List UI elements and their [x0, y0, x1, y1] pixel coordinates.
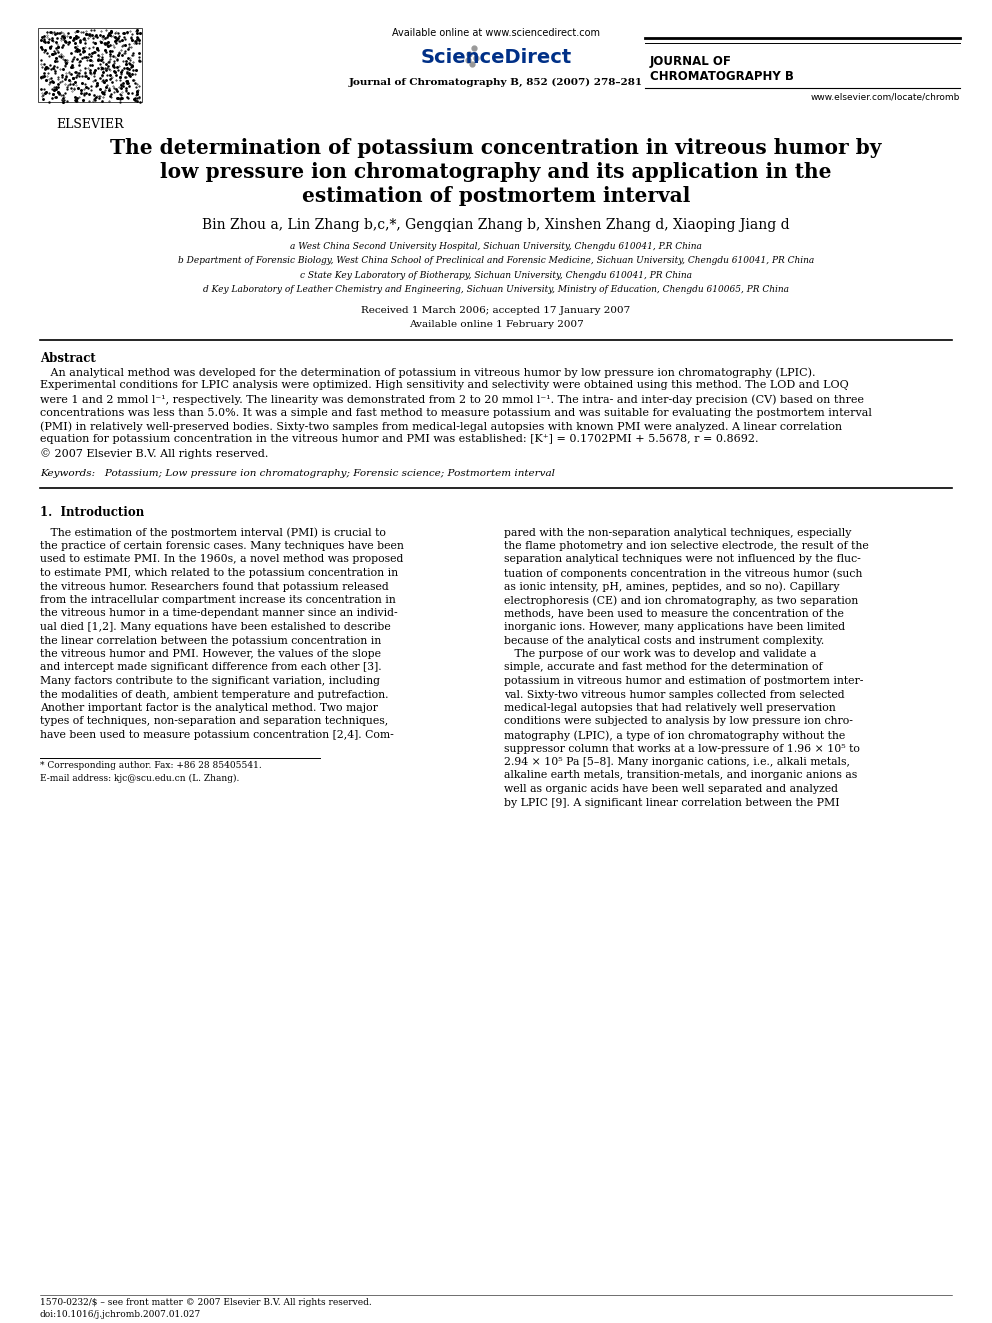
Text: * Corresponding author. Fax: +86 28 85405541.: * Corresponding author. Fax: +86 28 8540… — [40, 762, 262, 770]
Text: alkaline earth metals, transition-metals, and inorganic anions as: alkaline earth metals, transition-metals… — [504, 770, 857, 781]
Text: ual died [1,2]. Many equations have been estalished to describe: ual died [1,2]. Many equations have been… — [40, 622, 391, 632]
Text: concentrations was less than 5.0%. It was a simple and fast method to measure po: concentrations was less than 5.0%. It wa… — [40, 407, 872, 418]
Text: methods, have been used to measure the concentration of the: methods, have been used to measure the c… — [504, 609, 844, 618]
Text: d Key Laboratory of Leather Chemistry and Engineering, Sichuan University, Minis: d Key Laboratory of Leather Chemistry an… — [203, 284, 789, 294]
Text: Available online 1 February 2007: Available online 1 February 2007 — [409, 320, 583, 329]
Text: doi:10.1016/j.jchromb.2007.01.027: doi:10.1016/j.jchromb.2007.01.027 — [40, 1310, 201, 1319]
Text: to estimate PMI, which related to the potassium concentration in: to estimate PMI, which related to the po… — [40, 568, 398, 578]
Text: types of techniques, non-separation and separation techniques,: types of techniques, non-separation and … — [40, 717, 388, 726]
Text: ELSEVIER: ELSEVIER — [57, 118, 124, 131]
Text: have been used to measure potassium concentration [2,4]. Com-: have been used to measure potassium conc… — [40, 730, 394, 740]
Text: medical-legal autopsies that had relatively well preservation: medical-legal autopsies that had relativ… — [504, 703, 835, 713]
Text: used to estimate PMI. In the 1960s, a novel method was proposed: used to estimate PMI. In the 1960s, a no… — [40, 554, 404, 565]
Text: Journal of Chromatography B, 852 (2007) 278–281: Journal of Chromatography B, 852 (2007) … — [349, 78, 643, 87]
Text: suppressor column that works at a low-pressure of 1.96 × 10⁵ to: suppressor column that works at a low-pr… — [504, 744, 860, 754]
Text: the vitreous humor in a time-dependant manner since an individ-: the vitreous humor in a time-dependant m… — [40, 609, 398, 618]
Text: An analytical method was developed for the determination of potassium in vitreou: An analytical method was developed for t… — [40, 366, 815, 377]
Text: as ionic intensity, pH, amines, peptides, and so no). Capillary: as ionic intensity, pH, amines, peptides… — [504, 582, 839, 593]
Text: Available online at www.sciencedirect.com: Available online at www.sciencedirect.co… — [392, 28, 600, 38]
Text: ScienceDirect: ScienceDirect — [421, 48, 571, 67]
Text: conditions were subjected to analysis by low pressure ion chro-: conditions were subjected to analysis by… — [504, 717, 853, 726]
Text: 1.  Introduction: 1. Introduction — [40, 505, 144, 519]
Text: tuation of components concentration in the vitreous humor (such: tuation of components concentration in t… — [504, 568, 862, 578]
Text: inorganic ions. However, many applications have been limited: inorganic ions. However, many applicatio… — [504, 622, 845, 632]
Text: the modalities of death, ambient temperature and putrefaction.: the modalities of death, ambient tempera… — [40, 689, 389, 700]
Text: separation analytical techniques were not influenced by the fluc-: separation analytical techniques were no… — [504, 554, 861, 565]
Text: E-mail address: kjc@scu.edu.cn (L. Zhang).: E-mail address: kjc@scu.edu.cn (L. Zhang… — [40, 774, 239, 783]
Text: val. Sixty-two vitreous humor samples collected from selected: val. Sixty-two vitreous humor samples co… — [504, 689, 844, 700]
Text: c State Key Laboratory of Biotherapy, Sichuan University, Chengdu 610041, PR Chi: c State Key Laboratory of Biotherapy, Si… — [300, 271, 692, 280]
Text: the vitreous humor and PMI. However, the values of the slope: the vitreous humor and PMI. However, the… — [40, 650, 381, 659]
Text: potassium in vitreous humor and estimation of postmortem inter-: potassium in vitreous humor and estimati… — [504, 676, 863, 687]
Text: because of the analytical costs and instrument complexity.: because of the analytical costs and inst… — [504, 635, 824, 646]
Text: by LPIC [9]. A significant linear correlation between the PMI: by LPIC [9]. A significant linear correl… — [504, 798, 839, 807]
Text: Abstract: Abstract — [40, 352, 96, 365]
Text: 1570-0232/$ – see front matter © 2007 Elsevier B.V. All rights reserved.: 1570-0232/$ – see front matter © 2007 El… — [40, 1298, 372, 1307]
Text: simple, accurate and fast method for the determination of: simple, accurate and fast method for the… — [504, 663, 822, 672]
Text: Many factors contribute to the significant variation, including: Many factors contribute to the significa… — [40, 676, 380, 687]
Text: 2.94 × 10⁵ Pa [5–8]. Many inorganic cations, i.e., alkali metals,: 2.94 × 10⁵ Pa [5–8]. Many inorganic cati… — [504, 757, 850, 767]
Text: pared with the non-separation analytical techniques, especially: pared with the non-separation analytical… — [504, 528, 851, 537]
Text: from the intracellular compartment increase its concentration in: from the intracellular compartment incre… — [40, 595, 396, 605]
Text: The estimation of the postmortem interval (PMI) is crucial to: The estimation of the postmortem interva… — [40, 528, 386, 538]
Text: The determination of potassium concentration in vitreous humor by: The determination of potassium concentra… — [110, 138, 882, 157]
Text: b Department of Forensic Biology, West China School of Preclinical and Forensic : b Department of Forensic Biology, West C… — [178, 255, 814, 265]
Text: matography (LPIC), a type of ion chromatography without the: matography (LPIC), a type of ion chromat… — [504, 730, 845, 741]
Text: well as organic acids have been well separated and analyzed: well as organic acids have been well sep… — [504, 785, 838, 794]
Text: Experimental conditions for LPIC analysis were optimized. High sensitivity and s: Experimental conditions for LPIC analysi… — [40, 381, 849, 390]
Text: Keywords:   Potassium; Low pressure ion chromatography; Forensic science; Postmo: Keywords: Potassium; Low pressure ion ch… — [40, 470, 555, 479]
Text: a West China Second University Hospital, Sichuan University, Chengdu 610041, P.R: a West China Second University Hospital,… — [290, 242, 702, 251]
Text: estimation of postmortem interval: estimation of postmortem interval — [302, 187, 690, 206]
Text: electrophoresis (CE) and ion chromatography, as two separation: electrophoresis (CE) and ion chromatogra… — [504, 595, 858, 606]
Text: were 1 and 2 mmol l⁻¹, respectively. The linearity was demonstrated from 2 to 20: were 1 and 2 mmol l⁻¹, respectively. The… — [40, 394, 864, 405]
Text: CHROMATOGRAPHY B: CHROMATOGRAPHY B — [650, 70, 794, 83]
Text: JOURNAL OF: JOURNAL OF — [650, 56, 732, 67]
Text: © 2007 Elsevier B.V. All rights reserved.: © 2007 Elsevier B.V. All rights reserved… — [40, 448, 269, 459]
Text: equation for potassium concentration in the vitreous humor and PMI was establish: equation for potassium concentration in … — [40, 434, 759, 445]
Text: the vitreous humor. Researchers found that potassium released: the vitreous humor. Researchers found th… — [40, 582, 389, 591]
Text: Another important factor is the analytical method. Two major: Another important factor is the analytic… — [40, 703, 378, 713]
Text: (PMI) in relatively well-preserved bodies. Sixty-two samples from medical-legal : (PMI) in relatively well-preserved bodie… — [40, 421, 842, 431]
Text: and intercept made significant difference from each other [3].: and intercept made significant differenc… — [40, 663, 382, 672]
Text: the linear correlation between the potassium concentration in: the linear correlation between the potas… — [40, 635, 381, 646]
Text: Received 1 March 2006; accepted 17 January 2007: Received 1 March 2006; accepted 17 Janua… — [361, 306, 631, 315]
Text: The purpose of our work was to develop and validate a: The purpose of our work was to develop a… — [504, 650, 816, 659]
Text: Bin Zhou a, Lin Zhang b,c,*, Gengqian Zhang b, Xinshen Zhang d, Xiaoping Jiang d: Bin Zhou a, Lin Zhang b,c,*, Gengqian Zh… — [202, 218, 790, 232]
Text: www.elsevier.com/locate/chromb: www.elsevier.com/locate/chromb — [810, 93, 960, 101]
Text: the flame photometry and ion selective electrode, the result of the: the flame photometry and ion selective e… — [504, 541, 869, 550]
Text: the practice of certain forensic cases. Many techniques have been: the practice of certain forensic cases. … — [40, 541, 404, 550]
Text: low pressure ion chromatography and its application in the: low pressure ion chromatography and its … — [161, 161, 831, 183]
